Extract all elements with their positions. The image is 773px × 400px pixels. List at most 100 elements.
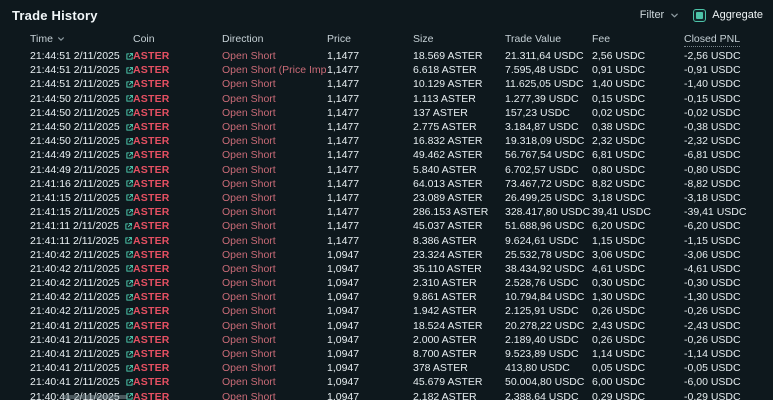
external-link-icon[interactable] (125, 179, 133, 188)
direction-value: Open Short (222, 206, 276, 219)
external-link-icon[interactable] (125, 94, 133, 103)
direction-cell: Open Short (222, 391, 327, 400)
trade-value-cell: 25.532,78 USDC (505, 248, 585, 261)
external-link-icon[interactable] (125, 151, 133, 160)
time-cell: 21:40:41 2/11/2025 (30, 376, 133, 388)
external-link-icon[interactable] (125, 52, 133, 61)
checkbox-checked-icon[interactable] (693, 8, 707, 22)
price-cell: 1,1477 (327, 164, 413, 176)
trade-value-cell: 413,80 USDC (505, 362, 570, 375)
direction-value: Open Short (222, 163, 276, 176)
external-link-icon[interactable] (125, 279, 133, 288)
external-link-icon[interactable] (125, 193, 133, 202)
time-value: 21:40:41 2/11/2025 (30, 319, 120, 332)
time-cell: 21:40:42 2/11/2025 (30, 277, 133, 289)
coin-cell: ASTER (133, 319, 170, 332)
time-cell: 21:41:15 2/11/2025 (30, 192, 133, 204)
time-value: 21:41:11 2/11/2025 (30, 220, 119, 233)
price-cell: 1,0947 (327, 249, 413, 261)
column-header-closed-pnl[interactable]: Closed PNL (684, 33, 765, 47)
direction-value: Open Short (222, 234, 276, 247)
external-link-icon[interactable] (125, 264, 133, 273)
table-row[interactable]: 21:44:51 2/11/2025 ASTER Open Short 1,14… (0, 49, 773, 63)
coin-cell: ASTER (133, 305, 170, 318)
table-row[interactable]: 21:40:41 2/11/2025 ASTER Open Short 1,09… (0, 319, 773, 333)
price-value: 1,1477 (327, 191, 360, 204)
table-row[interactable]: 21:40:42 2/11/2025 ASTER Open Short 1,09… (0, 276, 773, 290)
price-value: 1,0947 (327, 333, 360, 346)
horizontal-scrollbar-thumb[interactable] (62, 395, 128, 399)
table-row[interactable]: 21:40:41 2/11/2025 ASTER Open Short 1,09… (0, 390, 773, 400)
table-row[interactable]: 21:41:11 2/11/2025 ASTER Open Short 1,14… (0, 219, 773, 233)
external-link-icon[interactable] (125, 321, 133, 330)
time-cell: 21:44:49 2/11/2025 (30, 149, 133, 161)
price-value: 1,1477 (327, 220, 360, 233)
time-value: 21:40:41 2/11/2025 (30, 376, 120, 389)
time-value: 21:40:41 2/11/2025 (30, 390, 120, 400)
column-header-time[interactable]: Time (30, 33, 133, 45)
external-link-icon[interactable] (125, 392, 133, 400)
time-cell: 21:41:11 2/11/2025 (30, 235, 133, 247)
table-row[interactable]: 21:44:51 2/11/2025 ASTER Open Short (Pri… (0, 63, 773, 77)
external-link-icon[interactable] (125, 293, 133, 302)
size-cell: 64.013 ASTER (413, 177, 483, 190)
table-row[interactable]: 21:44:51 2/11/2025 ASTER Open Short 1,14… (0, 77, 773, 91)
external-link-icon[interactable] (125, 108, 133, 117)
table-row[interactable]: 21:40:41 2/11/2025 ASTER Open Short 1,09… (0, 333, 773, 347)
external-link-icon[interactable] (125, 250, 133, 259)
price-cell: 1,0947 (327, 376, 413, 388)
table-row[interactable]: 21:44:50 2/11/2025 ASTER Open Short 1,14… (0, 92, 773, 106)
time-cell: 21:44:50 2/11/2025 (30, 121, 133, 133)
table-row[interactable]: 21:40:41 2/11/2025 ASTER Open Short 1,09… (0, 347, 773, 361)
external-link-icon[interactable] (125, 137, 133, 146)
table-row[interactable]: 21:41:16 2/11/2025 ASTER Open Short 1,14… (0, 177, 773, 191)
external-link-icon[interactable] (125, 208, 133, 217)
time-cell: 21:40:41 2/11/2025 (30, 348, 133, 360)
table-row[interactable]: 21:40:42 2/11/2025 ASTER Open Short 1,09… (0, 304, 773, 318)
direction-cell: Open Short (222, 305, 327, 317)
table-row[interactable]: 21:44:50 2/11/2025 ASTER Open Short 1,14… (0, 106, 773, 120)
fee-cell: 0,29 USDC (592, 390, 646, 400)
aggregate-toggle[interactable]: Aggregate (693, 8, 763, 22)
external-link-icon[interactable] (125, 66, 133, 75)
external-link-icon[interactable] (125, 378, 133, 387)
size-cell: 2.000 ASTER (413, 333, 477, 346)
table-row[interactable]: 21:40:41 2/11/2025 ASTER Open Short 1,09… (0, 361, 773, 375)
price-cell: 1,0947 (327, 320, 413, 332)
filter-dropdown[interactable]: Filter (640, 9, 679, 21)
external-link-icon[interactable] (125, 350, 133, 359)
time-cell: 21:44:51 2/11/2025 (30, 50, 133, 62)
table-row[interactable]: 21:44:50 2/11/2025 ASTER Open Short 1,14… (0, 120, 773, 134)
trade-value-cell: 9.523,89 USDC (505, 348, 579, 361)
price-cell: 1,0947 (327, 277, 413, 289)
external-link-icon[interactable] (125, 335, 133, 344)
coin-cell: ASTER (133, 291, 170, 304)
external-link-icon[interactable] (124, 222, 133, 231)
price-cell: 1,1477 (327, 235, 413, 247)
time-cell: 21:40:42 2/11/2025 (30, 291, 133, 303)
table-row[interactable]: 21:44:50 2/11/2025 ASTER Open Short 1,14… (0, 134, 773, 148)
table-row[interactable]: 21:40:42 2/11/2025 ASTER Open Short 1,09… (0, 290, 773, 304)
table-row[interactable]: 21:40:42 2/11/2025 ASTER Open Short 1,09… (0, 262, 773, 276)
external-link-icon[interactable] (125, 80, 133, 89)
coin-cell: ASTER (133, 333, 170, 346)
fee-cell: 1,30 USDC (592, 291, 646, 304)
table-row[interactable]: 21:41:11 2/11/2025 ASTER Open Short 1,14… (0, 233, 773, 247)
external-link-icon[interactable] (124, 236, 133, 245)
external-link-icon[interactable] (125, 364, 133, 373)
external-link-icon[interactable] (125, 123, 133, 132)
price-cell: 1,1477 (327, 220, 413, 232)
trade-value-cell: 2.388,64 USDC (505, 390, 579, 400)
closed-pnl-cell: -1,15 USDC (684, 234, 741, 247)
coin-cell: ASTER (133, 106, 170, 119)
table-row[interactable]: 21:40:41 2/11/2025 ASTER Open Short 1,09… (0, 375, 773, 389)
table-row[interactable]: 21:41:15 2/11/2025 ASTER Open Short 1,14… (0, 205, 773, 219)
size-cell: 23.324 ASTER (413, 248, 483, 261)
external-link-icon[interactable] (125, 165, 133, 174)
table-row[interactable]: 21:44:49 2/11/2025 ASTER Open Short 1,14… (0, 148, 773, 162)
table-row[interactable]: 21:41:15 2/11/2025 ASTER Open Short 1,14… (0, 191, 773, 205)
external-link-icon[interactable] (125, 307, 133, 316)
trade-value-cell: 11.625,05 USDC (505, 78, 584, 91)
table-row[interactable]: 21:44:49 2/11/2025 ASTER Open Short 1,14… (0, 163, 773, 177)
table-row[interactable]: 21:40:42 2/11/2025 ASTER Open Short 1,09… (0, 248, 773, 262)
